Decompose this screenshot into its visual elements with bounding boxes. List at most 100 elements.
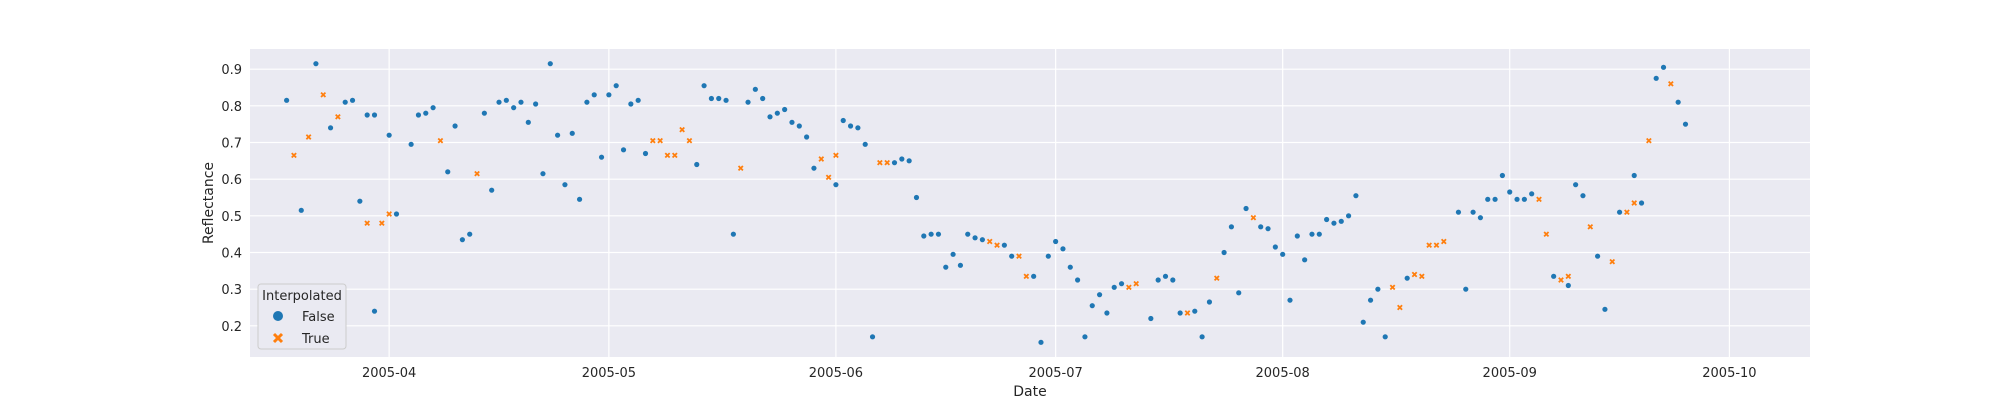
data-point-false [1280, 251, 1286, 257]
data-point-false [796, 123, 802, 129]
x-axis-label: Date [1013, 384, 1046, 400]
legend-entry-true: True [301, 332, 330, 347]
data-point-false [613, 83, 619, 89]
data-point-false [899, 156, 905, 162]
data-point-true [1426, 242, 1432, 249]
data-point-false [415, 112, 422, 118]
data-point-false [716, 95, 722, 102]
y-tick-label: 0.8 [221, 100, 242, 115]
data-point-true [825, 174, 832, 181]
data-point-false [1638, 200, 1645, 206]
data-point-false [1009, 253, 1015, 259]
data-point-false [642, 150, 649, 157]
data-point-false [1404, 275, 1410, 281]
legend-marker-true [272, 332, 284, 344]
data-point-true [1023, 273, 1030, 280]
data-point-false [935, 231, 942, 237]
data-point-false [357, 198, 363, 204]
data-point-false [928, 231, 934, 237]
data-point-false [782, 106, 788, 113]
x-tick-label: 2005-05 [582, 366, 636, 381]
data-point-false [1573, 182, 1579, 188]
data-point-true [686, 137, 693, 144]
data-point-false [555, 132, 561, 138]
data-point-false [862, 141, 868, 147]
data-point-false [1331, 220, 1337, 226]
data-point-false [1470, 209, 1476, 215]
data-point-true [474, 170, 480, 177]
axis-ticks: 0.2 0.3 0.4 0.5 0.6 0.7 0.8 0.9 2005-04 2005-05 20… [221, 63, 1756, 381]
data-point-false [313, 61, 319, 67]
data-point-false [284, 97, 290, 103]
data-point-true [994, 242, 1000, 249]
data-point-false [569, 130, 575, 136]
data-point-true [1536, 196, 1542, 203]
data-point-true [1126, 284, 1132, 291]
data-point-false [1595, 253, 1601, 259]
data-point-false [518, 99, 524, 105]
data-point-false [1111, 284, 1117, 290]
data-point-false [393, 211, 400, 217]
data-point-true [1213, 275, 1220, 282]
data-point-true [737, 165, 744, 172]
data-point-false [1075, 277, 1081, 283]
data-point-false [1455, 209, 1462, 215]
data-point-false [364, 112, 370, 118]
data-point-false [1675, 99, 1681, 105]
data-point-false [972, 235, 978, 241]
data-point-false [1551, 273, 1557, 279]
data-point-true [649, 137, 656, 144]
data-point-false [1177, 310, 1183, 316]
data-point-false [452, 123, 458, 129]
y-tick-label: 0.2 [221, 320, 242, 335]
data-point-false [767, 114, 773, 120]
data-point-true [305, 134, 312, 140]
data-point-false [1258, 224, 1264, 230]
data-point-true [884, 159, 891, 166]
data-point-false [1316, 231, 1322, 237]
data-point-false [1382, 334, 1388, 340]
data-point-true [1250, 214, 1257, 221]
data-point-true [1016, 253, 1022, 260]
data-point-false [1060, 246, 1066, 252]
data-point-true [1668, 80, 1674, 87]
x-tick-label: 2005-04 [362, 366, 416, 381]
data-point-false [752, 86, 758, 92]
data-point-false [957, 262, 964, 268]
data-point-true [1418, 273, 1425, 280]
data-point-true [818, 156, 825, 162]
data-point-false [1236, 290, 1242, 296]
data-point-false [855, 125, 861, 131]
data-point-false [591, 92, 597, 98]
data-point-false [1514, 196, 1520, 202]
x-tick-label: 2005-07 [1028, 366, 1082, 381]
data-point-false [628, 101, 634, 107]
data-point-false [1096, 292, 1103, 298]
data-point-false [1367, 297, 1374, 303]
data-point-true [1389, 284, 1396, 291]
legend-marker-false [273, 311, 283, 321]
data-point-false [847, 123, 854, 129]
data-point-false [1192, 308, 1198, 314]
data-point-true [664, 152, 671, 159]
data-point-false [635, 97, 641, 103]
data-point-false [1243, 205, 1249, 212]
data-point-true [1433, 242, 1440, 249]
data-point-false [1353, 193, 1359, 199]
data-point-false [869, 334, 876, 340]
data-point-false [891, 160, 898, 166]
data-point-false [1162, 273, 1169, 279]
data-point-true [320, 91, 327, 98]
data-point-false [1170, 277, 1176, 283]
data-point-false [1038, 339, 1044, 345]
data-point-false [459, 237, 465, 243]
data-point-false [1082, 334, 1088, 340]
data-point-false [943, 264, 949, 270]
data-point-false [584, 99, 590, 105]
data-point-false [1324, 216, 1330, 223]
data-point-false [562, 182, 568, 188]
data-point-false [1001, 242, 1007, 248]
data-point-false [1631, 172, 1637, 179]
y-tick-label: 0.4 [221, 247, 242, 262]
data-point-false [503, 97, 509, 103]
